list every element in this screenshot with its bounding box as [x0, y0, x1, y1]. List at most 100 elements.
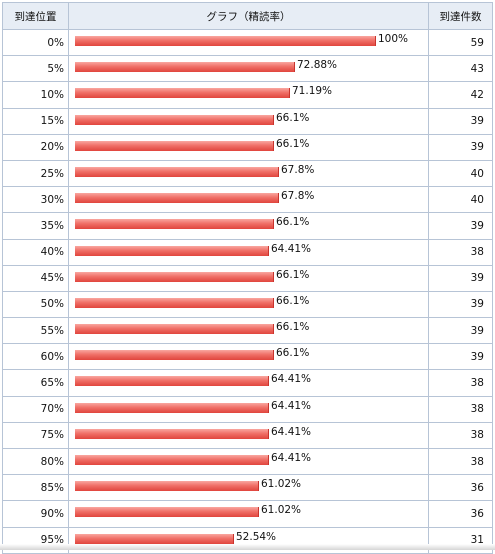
- count-cell: 39: [428, 212, 493, 240]
- count-cell: 38: [428, 421, 493, 450]
- bar-cell: 61.02%: [68, 474, 429, 502]
- bar-value-label: 66.1%: [276, 294, 310, 307]
- table-row: 90% 61.02% 36: [2, 500, 493, 528]
- count-cell: 36: [428, 474, 493, 502]
- count-cell: 39: [428, 290, 493, 319]
- position-cell: 45%: [2, 264, 69, 292]
- window-bottom-edge: [0, 544, 495, 550]
- bar-value-label: 61.02%: [261, 504, 302, 517]
- bar-value-label: 64.41%: [271, 399, 312, 412]
- table-row: 40% 64.41% 38: [2, 238, 493, 266]
- reading-rate-bar: [75, 219, 274, 230]
- bar-value-label: 61.02%: [261, 478, 302, 491]
- reading-rate-bar: [75, 245, 269, 256]
- bar-cell: 66.1%: [68, 133, 429, 161]
- count-cell: 42: [428, 81, 493, 109]
- table-row: 85% 61.02% 36: [2, 474, 493, 502]
- header-count: 到達件数: [428, 2, 493, 30]
- table-row: 75% 64.41% 38: [2, 421, 493, 450]
- table-row: 45% 66.1% 39: [2, 264, 493, 292]
- table-row: 55% 66.1% 39: [2, 317, 493, 345]
- count-cell: 36: [428, 500, 493, 528]
- bar-cell: 71.19%: [68, 81, 429, 109]
- table-row: 10% 71.19% 42: [2, 81, 493, 109]
- bar-cell: 100%: [68, 28, 429, 57]
- count-cell: 39: [428, 133, 493, 161]
- position-cell: 20%: [2, 133, 69, 161]
- bar-cell: 67.8%: [68, 159, 429, 188]
- bar-value-label: 66.1%: [276, 137, 310, 150]
- header-row: 到達位置 グラフ（精読率） 到達件数: [2, 2, 493, 30]
- position-cell: 25%: [2, 159, 69, 188]
- bar-cell: 64.41%: [68, 395, 429, 423]
- bar-value-label: 64.41%: [271, 242, 312, 255]
- count-cell: 39: [428, 317, 493, 345]
- bar-value-label: 66.1%: [276, 111, 310, 124]
- reading-rate-bar: [75, 507, 259, 518]
- bar-cell: 66.1%: [68, 290, 429, 319]
- count-cell: 40: [428, 186, 493, 214]
- table-row: 70% 64.41% 38: [2, 395, 493, 423]
- bar-value-label: 66.1%: [276, 216, 310, 229]
- reading-rate-bar: [75, 402, 269, 413]
- position-cell: 15%: [2, 107, 69, 135]
- reading-rate-bar: [75, 324, 274, 335]
- position-cell: 55%: [2, 317, 69, 345]
- bar-value-label: 72.88%: [297, 59, 338, 72]
- bar-value-label: 64.41%: [271, 452, 312, 464]
- reading-rate-bar: [75, 114, 274, 125]
- count-cell: 38: [428, 238, 493, 266]
- bar-value-label: 67.8%: [281, 190, 315, 203]
- count-cell: 38: [428, 447, 493, 476]
- reading-rate-bar: [75, 166, 279, 177]
- count-cell: 40: [428, 159, 493, 188]
- bar-cell: 64.41%: [68, 238, 429, 266]
- table-row: 60% 66.1% 39: [2, 343, 493, 371]
- bar-cell: 67.8%: [68, 186, 429, 214]
- table-row: 80% 64.41% 38: [2, 447, 493, 476]
- reading-rate-bar: [75, 88, 290, 99]
- bar-value-label: 66.1%: [276, 347, 310, 360]
- reading-rate-bar: [75, 193, 279, 204]
- table-row: 35% 66.1% 39: [2, 212, 493, 240]
- bar-cell: 66.1%: [68, 212, 429, 240]
- reading-rate-bar: [75, 533, 234, 544]
- reading-rate-bar: [75, 481, 259, 492]
- position-cell: 65%: [2, 369, 69, 397]
- bar-cell: 66.1%: [68, 264, 429, 292]
- bar-cell: 66.1%: [68, 317, 429, 345]
- count-cell: 38: [428, 395, 493, 423]
- position-cell: 30%: [2, 186, 69, 214]
- position-cell: 0%: [2, 28, 69, 57]
- table-row: 25% 67.8% 40: [2, 159, 493, 188]
- position-cell: 70%: [2, 395, 69, 423]
- table-row: 65% 64.41% 38: [2, 369, 493, 397]
- bar-cell: 66.1%: [68, 107, 429, 135]
- table-row: 50% 66.1% 39: [2, 290, 493, 319]
- position-cell: 40%: [2, 238, 69, 266]
- reading-rate-bar: [75, 376, 269, 387]
- bar-value-label: 66.1%: [276, 321, 310, 334]
- count-cell: 39: [428, 264, 493, 292]
- bar-cell: 66.1%: [68, 343, 429, 371]
- reading-rate-bar: [75, 62, 295, 73]
- table-row: 0% 100% 59: [2, 28, 493, 57]
- bar-value-label: 66.1%: [276, 268, 310, 281]
- reading-rate-bar: [75, 350, 274, 361]
- header-graph: グラフ（精読率）: [68, 2, 429, 30]
- position-cell: 90%: [2, 500, 69, 528]
- reading-rate-bar: [75, 271, 274, 282]
- table-row: 5% 72.88% 43: [2, 55, 493, 83]
- count-cell: 39: [428, 343, 493, 371]
- bar-value-label: 67.8%: [281, 163, 315, 176]
- count-cell: 43: [428, 55, 493, 83]
- bar-cell: 64.41%: [68, 369, 429, 397]
- position-cell: 10%: [2, 81, 69, 109]
- position-cell: 35%: [2, 212, 69, 240]
- position-cell: 75%: [2, 421, 69, 450]
- position-cell: 80%: [2, 447, 69, 476]
- reading-rate-bar: [75, 140, 274, 151]
- count-cell: 59: [428, 28, 493, 57]
- table-body: 0% 100% 59 5% 72.88% 43 10% 71.19% 42 15% 66.1% 39 2…: [2, 28, 493, 554]
- position-cell: 50%: [2, 290, 69, 319]
